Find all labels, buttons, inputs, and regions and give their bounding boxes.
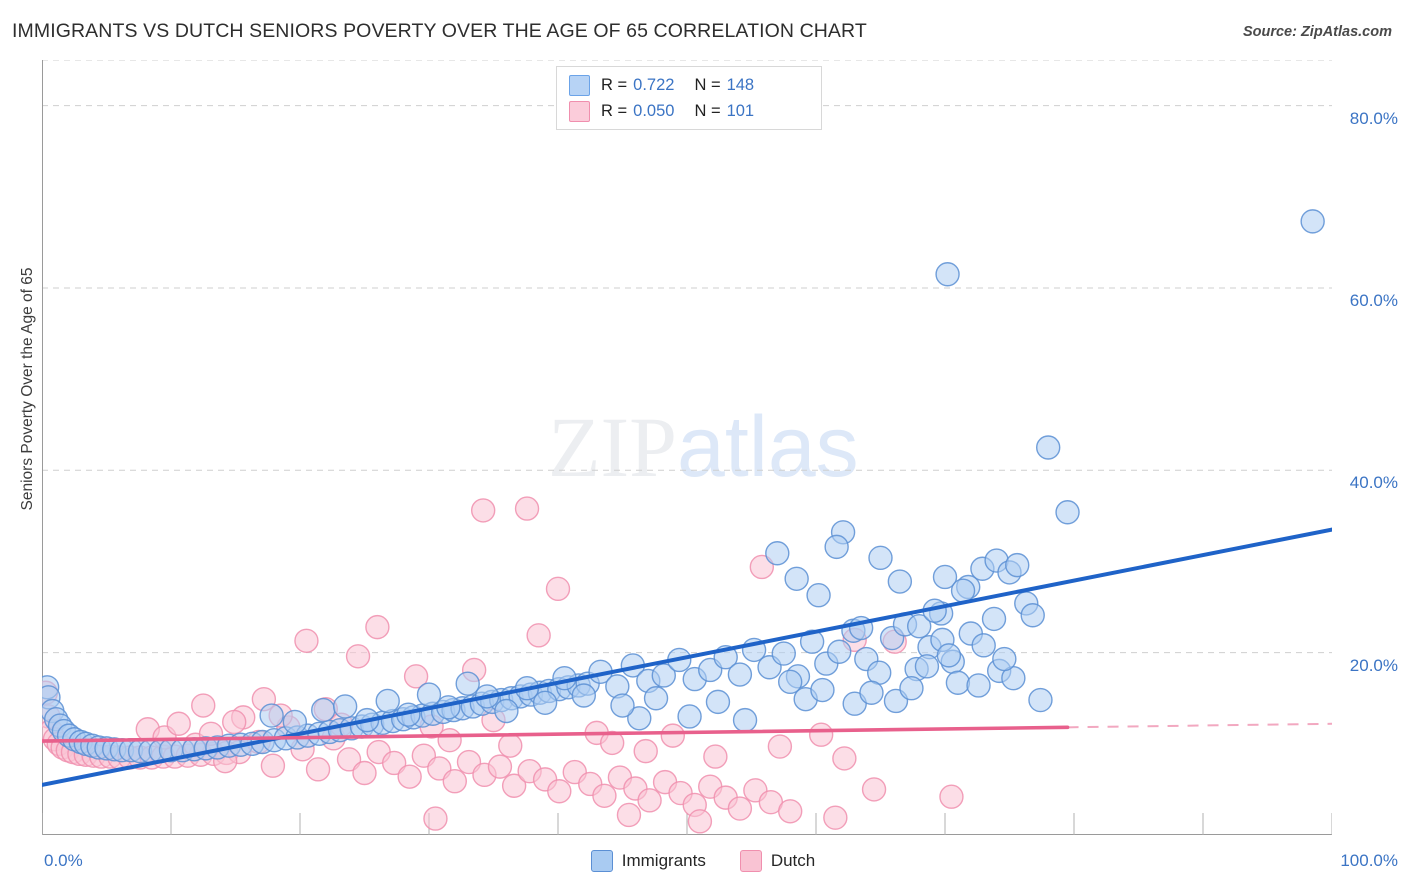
n-key-immigrants: N =: [694, 75, 721, 94]
source-attribution: Source: ZipAtlas.com: [1242, 24, 1392, 40]
y-tick-label-40: 40.0%: [1349, 473, 1398, 493]
r-key-immigrants: R =: [601, 75, 628, 94]
n-value-immigrants: 148: [726, 75, 755, 94]
immigrants-swatch-icon: [569, 74, 590, 96]
trendlines: [42, 527, 1332, 787]
dutch-legend-label: Dutch: [770, 851, 816, 870]
series-legend: Immigrants Dutch: [0, 850, 1406, 872]
y-tick-label-60: 60.0%: [1349, 290, 1398, 310]
dutch-legend-swatch-icon: [739, 850, 762, 872]
plot-area: [42, 60, 1332, 835]
x-axis-max-label: 100.0%: [1340, 851, 1398, 870]
correlation-row-immigrants: R = 0.722 N = 148: [569, 72, 811, 98]
x-axis-min-label: 0.0%: [44, 851, 83, 870]
n-value-dutch: 101: [726, 101, 755, 120]
y-tick-label-20: 20.0%: [1349, 655, 1398, 675]
immigrants-legend-swatch-icon: [590, 850, 613, 872]
x-tick-marks: [42, 813, 1332, 835]
r-key-dutch: R =: [601, 101, 628, 120]
n-key-dutch: N =: [694, 101, 721, 120]
r-value-dutch: 0.050: [633, 101, 675, 120]
immigrants-points: [42, 209, 1325, 764]
gridlines: [42, 60, 1332, 654]
y-tick-label-80: 80.0%: [1349, 108, 1398, 128]
correlation-row-dutch: R = 0.050 N = 101: [569, 98, 811, 124]
legend-item-dutch[interactable]: Dutch: [739, 850, 816, 872]
page-title: IMMIGRANTS VS DUTCH SENIORS POVERTY OVER…: [12, 20, 867, 42]
r-value-immigrants: 0.722: [633, 75, 675, 94]
legend-item-immigrants[interactable]: Immigrants: [590, 850, 706, 872]
correlation-legend: R = 0.722 N = 148 R = 0.050 N = 101: [556, 66, 822, 130]
y-axis-title: Seniors Poverty Over the Age of 65: [19, 267, 36, 511]
scatter-plot-svg: [42, 60, 1332, 835]
dutch-swatch-icon: [569, 100, 590, 122]
immigrants-legend-label: Immigrants: [621, 851, 706, 870]
